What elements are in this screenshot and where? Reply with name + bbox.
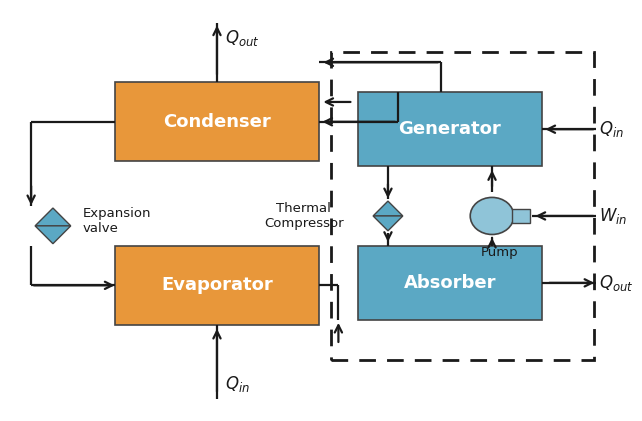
Bar	[358, 246, 542, 320]
Text: Condenser: Condenser	[163, 113, 271, 131]
Bar	[358, 92, 542, 166]
Bar	[116, 246, 318, 325]
Text: Generator: Generator	[399, 120, 501, 138]
Bar	[116, 82, 318, 161]
Polygon shape	[35, 226, 71, 244]
Text: $Q_{in}$: $Q_{in}$	[225, 374, 250, 394]
Text: $W_{in}$: $W_{in}$	[599, 206, 627, 226]
Text: Pump: Pump	[481, 246, 519, 258]
Text: $Q_{in}$: $Q_{in}$	[599, 119, 624, 139]
Text: Expansion
valve: Expansion valve	[83, 207, 151, 235]
Polygon shape	[373, 216, 403, 231]
Text: $Q_{out}$: $Q_{out}$	[225, 27, 259, 48]
Polygon shape	[373, 201, 403, 216]
Text: Evaporator: Evaporator	[161, 276, 273, 294]
Bar	[331, 52, 594, 360]
Ellipse shape	[470, 197, 514, 234]
Text: Thermal
Compressor: Thermal Compressor	[264, 202, 343, 230]
Polygon shape	[35, 208, 71, 226]
Text: $Q_{out}$: $Q_{out}$	[599, 273, 634, 293]
Text: Absorber: Absorber	[404, 274, 496, 292]
Bar	[512, 209, 530, 223]
